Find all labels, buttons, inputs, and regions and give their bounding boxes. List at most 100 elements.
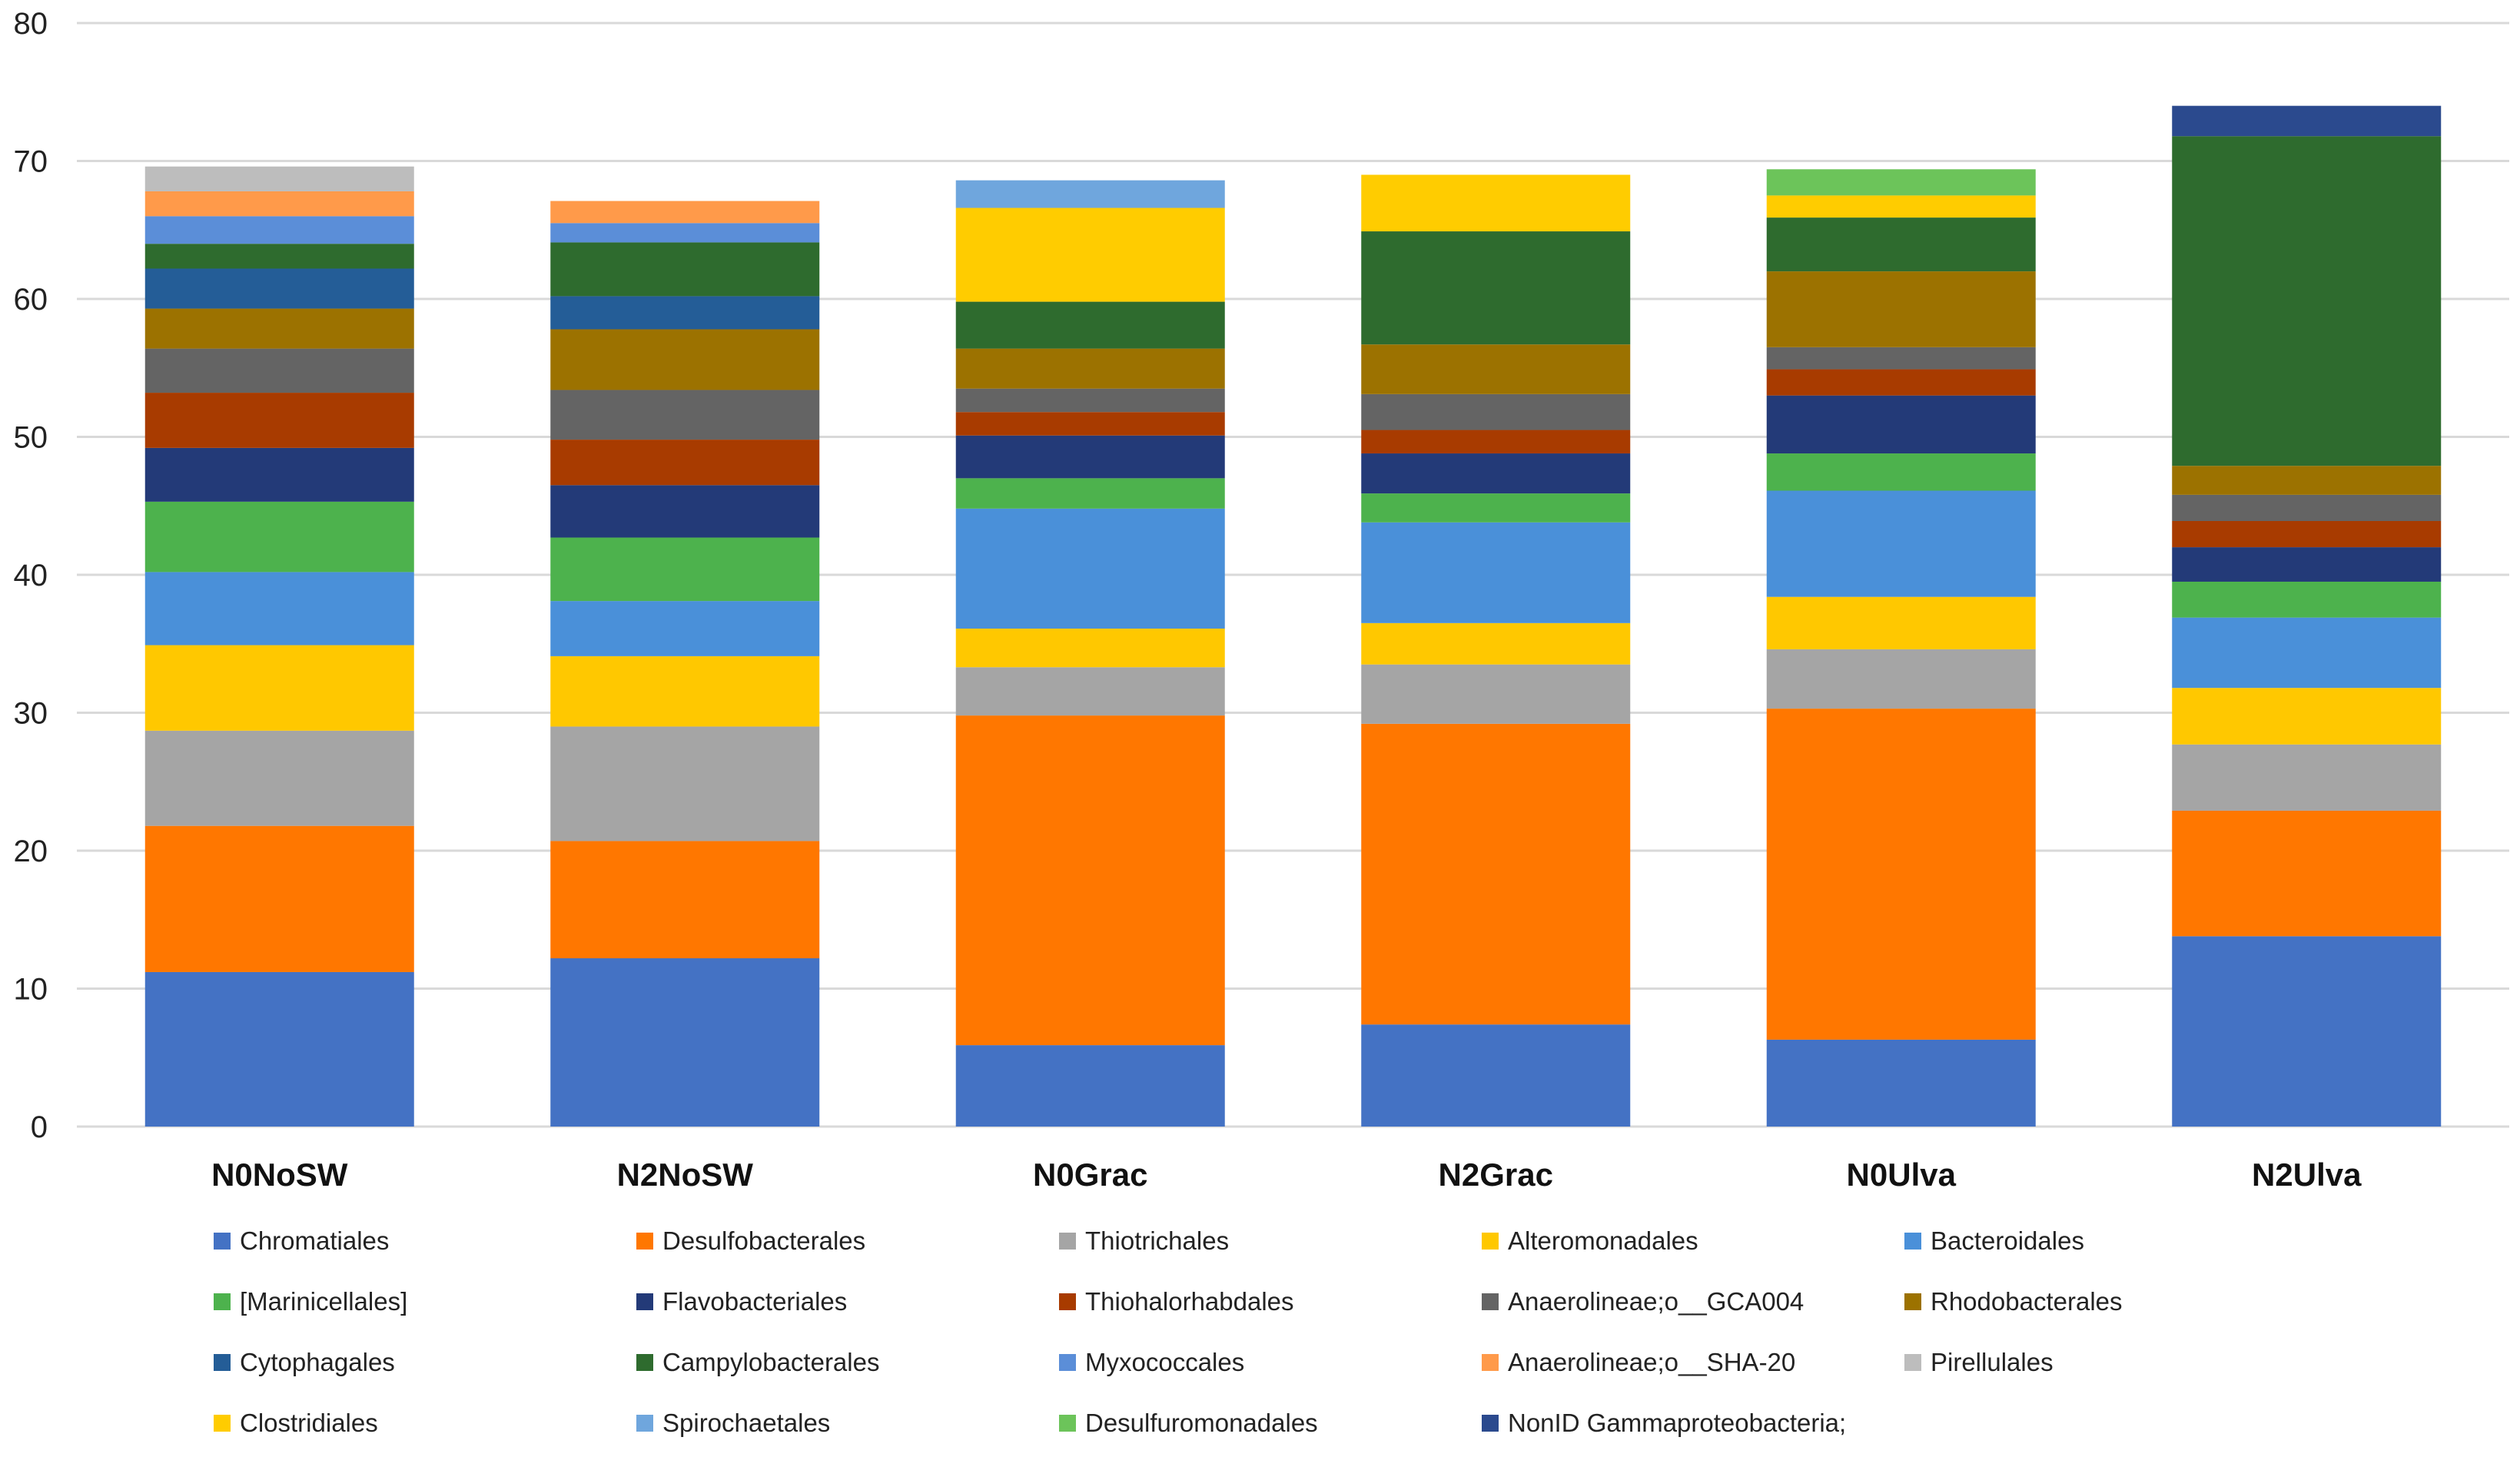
legend-swatch [636, 1354, 653, 1371]
bar-segment-thiotrichales [550, 726, 820, 841]
bar-segment-anaerolineae-o-gca004 [550, 390, 820, 440]
legend-label: [Marinicellales] [240, 1287, 407, 1316]
bar-segment-alteromonadales [144, 645, 414, 731]
y-tick-label: 60 [14, 283, 48, 317]
x-tick-label: N2NoSW [617, 1157, 754, 1193]
bar-segment-rhodobacterales [2172, 466, 2442, 495]
bar-segment-bacteroidales [144, 572, 414, 646]
legend-label: Chromatiales [240, 1226, 389, 1255]
bar-segment-anaerolineae-o-gca004 [955, 388, 1225, 413]
bar-segment-anaerolineae-o-gca004 [144, 348, 414, 393]
legend-label: Anaerolineae;o__SHA-20 [1508, 1348, 1795, 1376]
bar-segment-anaerolineae-o-gca004 [1361, 393, 1631, 430]
legend-swatch [1904, 1293, 1921, 1310]
bar-segment-thiohalorhabdales [550, 440, 820, 486]
bar-segment-spirochaetales [955, 180, 1225, 208]
bar-segment-bacteroidales [2172, 617, 2442, 689]
bar-segment-alteromonadales [1361, 622, 1631, 665]
bar-segment-desulfobacterales [955, 715, 1225, 1046]
legend-swatch [1904, 1354, 1921, 1371]
bar-segment-desulfuromonadales [1766, 169, 2036, 196]
legend: Chromatiales Desulfobacterales Thiotrichal… [214, 1226, 2123, 1437]
bar-segment-flavobacteriales [144, 447, 414, 502]
bar-segment-thiohalorhabdales [2172, 520, 2442, 548]
legend-item-bacteroidales: Bacteroidales [1904, 1226, 2084, 1255]
y-tick-label: 30 [14, 697, 48, 731]
bar-segment-bacteroidales [1361, 522, 1631, 623]
y-axis-ticks: 0 10 20 30 40 50 60 70 80 [14, 7, 48, 1144]
bar-segment-campylobacterales [1361, 231, 1631, 345]
bar-segment-flavobacteriales [1766, 395, 2036, 454]
bar-segment-marinicellales [955, 478, 1225, 509]
y-tick-label: 70 [14, 145, 48, 179]
bar-segment-clostridiales [1361, 174, 1631, 232]
bar-segment-desulfobacterales [550, 841, 820, 959]
bar-segment-campylobacterales [550, 242, 820, 297]
legend-swatch [214, 1293, 231, 1310]
bar-segment-marinicellales [1766, 453, 2036, 491]
legend-label: Campylobacterales [662, 1348, 879, 1376]
bar-segment-flavobacteriales [1361, 453, 1631, 494]
legend-label: Thiohalorhabdales [1085, 1287, 1294, 1316]
legend-swatch [1482, 1415, 1499, 1432]
bar-segment-alteromonadales [1766, 596, 2036, 649]
bar-segment-thiotrichales [1361, 664, 1631, 724]
y-tick-label: 40 [14, 559, 48, 592]
legend-label: Clostridiales [240, 1409, 378, 1437]
bar-segment-flavobacteriales [2172, 547, 2442, 582]
bar-segment-desulfobacterales [2172, 810, 2442, 937]
legend-swatch [1482, 1293, 1499, 1310]
bar-segment-rhodobacterales [144, 308, 414, 349]
bar-segment-cytophagales [144, 268, 414, 309]
legend-item-chromatiales: Chromatiales [214, 1226, 389, 1255]
bar-segment-alteromonadales [955, 629, 1225, 668]
x-tick-label: N2Ulva [2252, 1157, 2362, 1193]
legend-label: Alteromonadales [1508, 1226, 1698, 1255]
bar-segment-campylobacterales [144, 244, 414, 269]
y-tick-label: 10 [14, 973, 48, 1007]
legend-item-desulfuromonadales: Desulfuromonadales [1059, 1409, 1318, 1437]
bar-segment-flavobacteriales [955, 435, 1225, 479]
bar-segment-cytophagales [550, 296, 820, 330]
bar-segment-clostridiales [1766, 195, 2036, 218]
bar-stack-n2ulva [2172, 105, 2442, 1127]
bar-segment-desulfobacterales [1766, 709, 2036, 1040]
bar-segment-anaerolineae-o-sha-20 [550, 201, 820, 224]
bar-segment-marinicellales [2172, 581, 2442, 618]
bar-segment-marinicellales [550, 537, 820, 602]
legend-swatch [1059, 1354, 1076, 1371]
bar-stack-n0nosw [144, 166, 414, 1127]
bar-segment-chromatiales [2172, 936, 2442, 1127]
bar-segment-chromatiales [955, 1045, 1225, 1127]
legend-label: Bacteroidales [1931, 1226, 2084, 1255]
bar-segment-rhodobacterales [955, 348, 1225, 389]
bar-segment-thiotrichales [2172, 744, 2442, 811]
legend-label: Desulfuromonadales [1085, 1409, 1318, 1437]
x-tick-label: N0Ulva [1847, 1157, 1957, 1193]
bar-segment-bacteroidales [1766, 490, 2036, 597]
legend-item-spirochaetales: Spirochaetales [636, 1409, 830, 1437]
legend-item-cytophagales: Cytophagales [214, 1348, 395, 1376]
bars [144, 105, 2442, 1127]
y-tick-label: 80 [14, 7, 48, 41]
bar-segment-myxococcales [550, 223, 820, 243]
legend-label: Flavobacteriales [662, 1287, 847, 1316]
bar-segment-bacteroidales [955, 508, 1225, 629]
x-tick-label: N2Grac [1439, 1157, 1553, 1193]
legend-item-myxococcales: Myxococcales [1059, 1348, 1244, 1376]
y-tick-label: 20 [14, 835, 48, 868]
bar-segment-thiotrichales [955, 667, 1225, 716]
gridlines [77, 22, 2509, 1128]
legend-swatch [1059, 1415, 1076, 1432]
bar-segment-anaerolineae-o-sha-20 [144, 191, 414, 217]
bar-stack-n0ulva [1766, 169, 2036, 1127]
legend-label: Desulfobacterales [662, 1226, 865, 1255]
bar-segment-clostridiales [955, 207, 1225, 302]
bar-segment-marinicellales [1361, 493, 1631, 523]
bar-segment-thiohalorhabdales [955, 412, 1225, 436]
legend-swatch [636, 1293, 653, 1310]
bar-segment-campylobacterales [1766, 217, 2036, 272]
bar-segment-rhodobacterales [1766, 271, 2036, 347]
bar-segment-pirellulales [144, 166, 414, 191]
legend-label: Spirochaetales [662, 1409, 830, 1437]
